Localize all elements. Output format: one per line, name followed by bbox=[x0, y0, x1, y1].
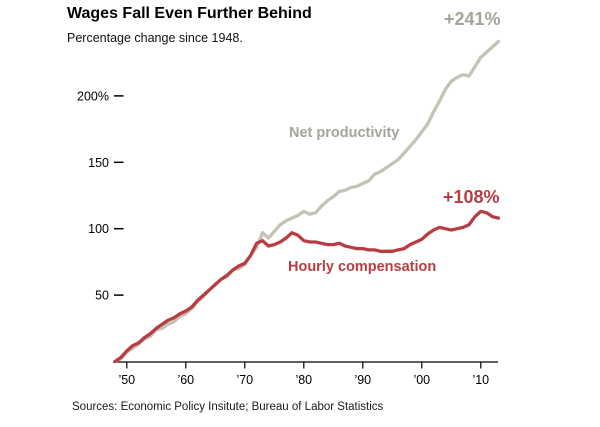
x-axis-tick-label: ’70 bbox=[236, 373, 253, 387]
y-axis-tick-label: 100 bbox=[88, 222, 109, 236]
x-axis-tick-label: ’00 bbox=[413, 373, 430, 387]
productivity-end-value-annotation: +241% bbox=[444, 9, 501, 29]
y-axis-tick-label: 150 bbox=[88, 156, 109, 170]
source-attribution: Sources: Economic Policy Insitute; Burea… bbox=[72, 401, 384, 413]
chart-title: Wages Fall Even Further Behind bbox=[67, 5, 312, 22]
productivity-line bbox=[113, 39, 501, 364]
x-axis-tick-label: ’90 bbox=[354, 373, 371, 387]
x-axis-tick-label: ’60 bbox=[177, 373, 194, 387]
compensation-end-value-annotation: +108% bbox=[443, 187, 500, 207]
x-axis-tick-label: ’10 bbox=[472, 373, 489, 387]
chart-subtitle: Percentage change since 1948. bbox=[67, 31, 243, 45]
productivity-series-label: Net productivity bbox=[289, 125, 400, 141]
compensation-line bbox=[113, 209, 501, 364]
x-axis-tick-label: ’50 bbox=[118, 373, 135, 387]
y-axis-tick-label: 200% bbox=[77, 89, 109, 103]
y-axis-tick-label: 50 bbox=[95, 289, 109, 303]
compensation-series-label: Hourly compensation bbox=[288, 259, 437, 275]
x-axis-tick-label: ’80 bbox=[295, 373, 312, 387]
